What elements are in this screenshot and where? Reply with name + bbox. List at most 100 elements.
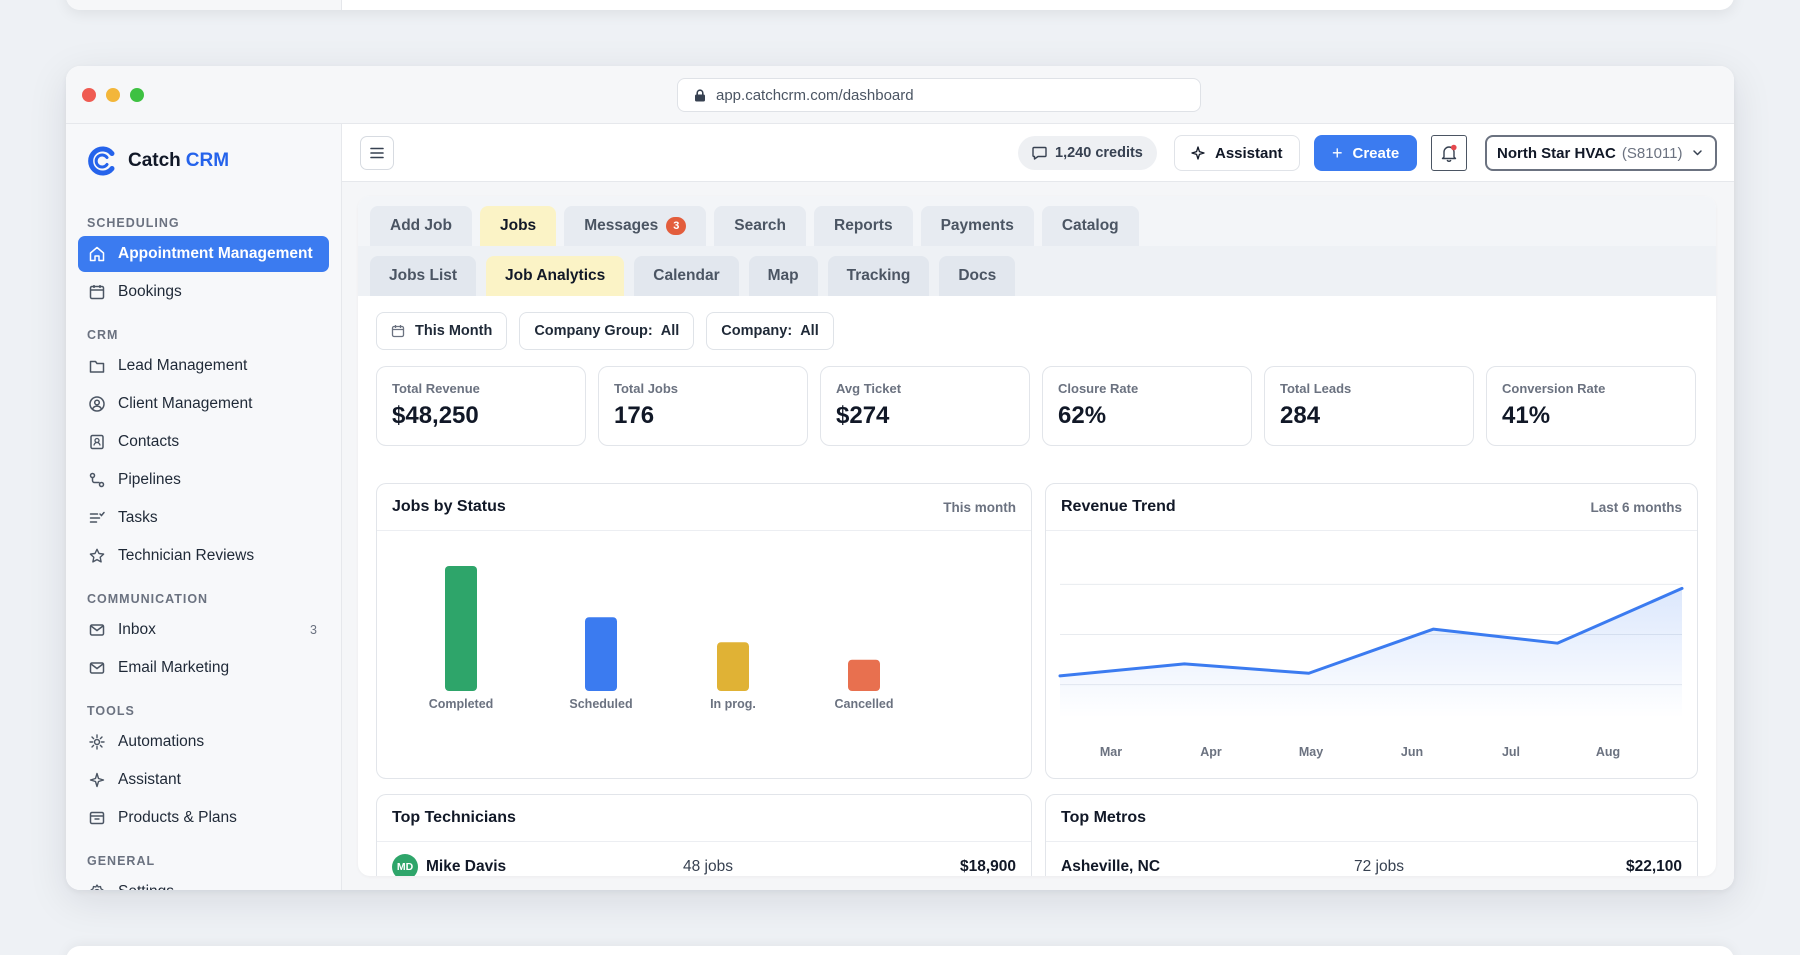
credits-badge[interactable]: 1,240 credits	[1018, 136, 1157, 170]
x-tick-label: Mar	[1100, 745, 1122, 759]
home-icon	[89, 246, 105, 262]
company-filter[interactable]: Company: All	[706, 312, 834, 350]
sidebar-item-label: Assistant	[118, 771, 181, 788]
folder-icon	[89, 360, 105, 373]
sidebar-item-tasks[interactable]: Tasks	[78, 500, 329, 536]
bar-scheduled[interactable]	[585, 617, 617, 691]
sidebar-item-inbox[interactable]: Inbox 3	[78, 612, 329, 648]
x-tick-label: Aug	[1596, 745, 1620, 759]
unread-count: 3	[310, 623, 317, 637]
revenue-trend-card: Revenue Trend Last 6 months Mar Apr May Jun…	[1045, 483, 1698, 779]
plus-icon: +	[1332, 142, 1343, 163]
sidebar-item-label: Appointment Management	[118, 245, 313, 262]
tab-label: Jobs	[500, 217, 537, 234]
calendar-icon	[89, 285, 105, 300]
company-group-filter[interactable]: Company Group: All	[519, 312, 695, 350]
sidebar: Catch CRM SCHEDULING Appointment Managemen…	[66, 124, 342, 890]
period-filter[interactable]: This Month	[376, 312, 508, 350]
kpi-card-total-jobs: Total Jobs 176	[598, 366, 808, 446]
sidebar-item-email-marketing[interactable]: Email Marketing	[78, 650, 329, 686]
create-button[interactable]: + Create	[1314, 135, 1418, 171]
maximize-window-button[interactable]	[130, 88, 144, 102]
revenue-line[interactable]	[1058, 586, 1684, 678]
subtab-jobs-list[interactable]: Jobs List	[370, 256, 477, 296]
sidebar-item-label: Automations	[118, 733, 205, 750]
create-label: Create	[1352, 144, 1400, 162]
address-bar[interactable]: app.catchcrm.com/dashboard	[677, 78, 1201, 112]
sidebar-item-settings[interactable]: Settings	[78, 874, 329, 890]
background-window-bottom	[66, 946, 1734, 955]
bar-completed[interactable]	[445, 566, 477, 691]
jobs-by-status-title: Jobs by Status	[392, 498, 506, 515]
org-name: North Star HVAC	[1497, 144, 1616, 162]
technician-row[interactable]: MD Mike Davis 48 jobs $18,900	[377, 842, 1031, 876]
kpi-label: Closure Rate	[1058, 381, 1139, 396]
menu-toggle-button[interactable]	[360, 136, 394, 170]
sidebar-item-contacts[interactable]: Contacts	[78, 424, 329, 460]
sidebar-item-automations[interactable]: Automations	[78, 724, 329, 760]
sparkle-icon	[89, 772, 105, 788]
technician-revenue: $18,900	[959, 858, 1016, 875]
calendar-icon	[391, 325, 405, 338]
subtab-docs[interactable]: Docs	[939, 256, 1016, 296]
top-bar: 1,240 credits Assistant + Create North S…	[342, 124, 1734, 182]
notifications-button[interactable]	[1431, 135, 1467, 171]
contact-card-icon	[90, 434, 104, 450]
revenue-trend-period: Last 6 months	[1590, 499, 1682, 515]
tab-catalog[interactable]: Catalog	[1041, 206, 1139, 246]
tab-reports[interactable]: Reports	[814, 206, 913, 246]
subtab-label: Docs	[958, 267, 997, 284]
sidebar-item-client-management[interactable]: Client Management	[78, 386, 329, 422]
tab-search[interactable]: Search	[714, 206, 806, 246]
sidebar-item-label: Bookings	[118, 283, 182, 300]
bell-icon	[1441, 144, 1457, 162]
sidebar-item-products-and-plans[interactable]: Products & Plans	[78, 800, 329, 836]
subtab-label: Calendar	[653, 267, 720, 284]
credits-label: 1,240 credits	[1055, 145, 1143, 161]
kpi-value: $48,250	[392, 402, 479, 429]
subtab-tracking[interactable]: Tracking	[827, 256, 930, 296]
minimize-window-button[interactable]	[106, 88, 120, 102]
tab-jobs[interactable]: Jobs	[480, 206, 557, 246]
revenue-area	[1060, 588, 1682, 718]
tab-payments[interactable]: Payments	[920, 206, 1034, 246]
organization-select[interactable]: North Star HVAC (S81011)	[1485, 135, 1717, 171]
nav-section-communication: COMMUNICATION	[87, 592, 209, 606]
revenue-trend-title: Revenue Trend	[1061, 498, 1176, 515]
sidebar-item-lead-management[interactable]: Lead Management	[78, 348, 329, 384]
sidebar-item-technician-reviews[interactable]: Technician Reviews	[78, 538, 329, 574]
subtab-job-analytics[interactable]: Job Analytics	[486, 256, 625, 296]
sidebar-item-label: Client Management	[118, 395, 253, 412]
brand-logo[interactable]: Catch CRM	[66, 124, 341, 198]
bar-in-prog[interactable]	[717, 642, 749, 691]
sidebar-item-assistant[interactable]: Assistant	[78, 762, 329, 798]
assistant-button[interactable]: Assistant	[1174, 135, 1300, 171]
chat-bubble-icon	[1032, 146, 1047, 160]
subtab-label: Job Analytics	[505, 267, 606, 284]
assistant-label: Assistant	[1215, 144, 1283, 162]
close-window-button[interactable]	[82, 88, 96, 102]
star-icon	[89, 548, 105, 563]
tab-messages[interactable]: Messages 3	[564, 206, 707, 246]
kpi-card-closure-rate: Closure Rate 62%	[1042, 366, 1252, 446]
metro-name: Asheville, NC	[1061, 858, 1161, 875]
subtab-calendar[interactable]: Calendar	[634, 256, 739, 296]
mail-icon	[89, 662, 105, 674]
content-panel: Add Job Jobs Messages 3 Search Reports Payment…	[358, 196, 1716, 876]
kpi-label: Total Jobs	[614, 381, 679, 396]
secondary-tabs: Jobs List Job Analytics Calendar Map Trackin…	[358, 246, 1716, 296]
sidebar-item-label: Technician Reviews	[118, 547, 255, 564]
metro-row[interactable]: Asheville, NC 72 jobs $22,100	[1046, 842, 1697, 876]
kpi-label: Total Revenue	[392, 381, 480, 396]
tab-add-job[interactable]: Add Job	[370, 206, 472, 246]
sidebar-item-appointment-management[interactable]: Appointment Management	[78, 236, 329, 272]
jobs-by-status-card: Jobs by Status This month Completed Sched…	[376, 483, 1032, 779]
sidebar-item-label: Settings	[118, 883, 174, 890]
top-metros-title: Top Metros	[1061, 809, 1147, 826]
sidebar-item-pipelines[interactable]: Pipelines	[78, 462, 329, 498]
sidebar-item-bookings[interactable]: Bookings	[78, 274, 329, 310]
bar-cancelled[interactable]	[848, 659, 880, 691]
brand-name: Catch CRM	[128, 150, 230, 171]
technician-name: Mike Davis	[426, 858, 507, 875]
subtab-map[interactable]: Map	[748, 256, 818, 296]
